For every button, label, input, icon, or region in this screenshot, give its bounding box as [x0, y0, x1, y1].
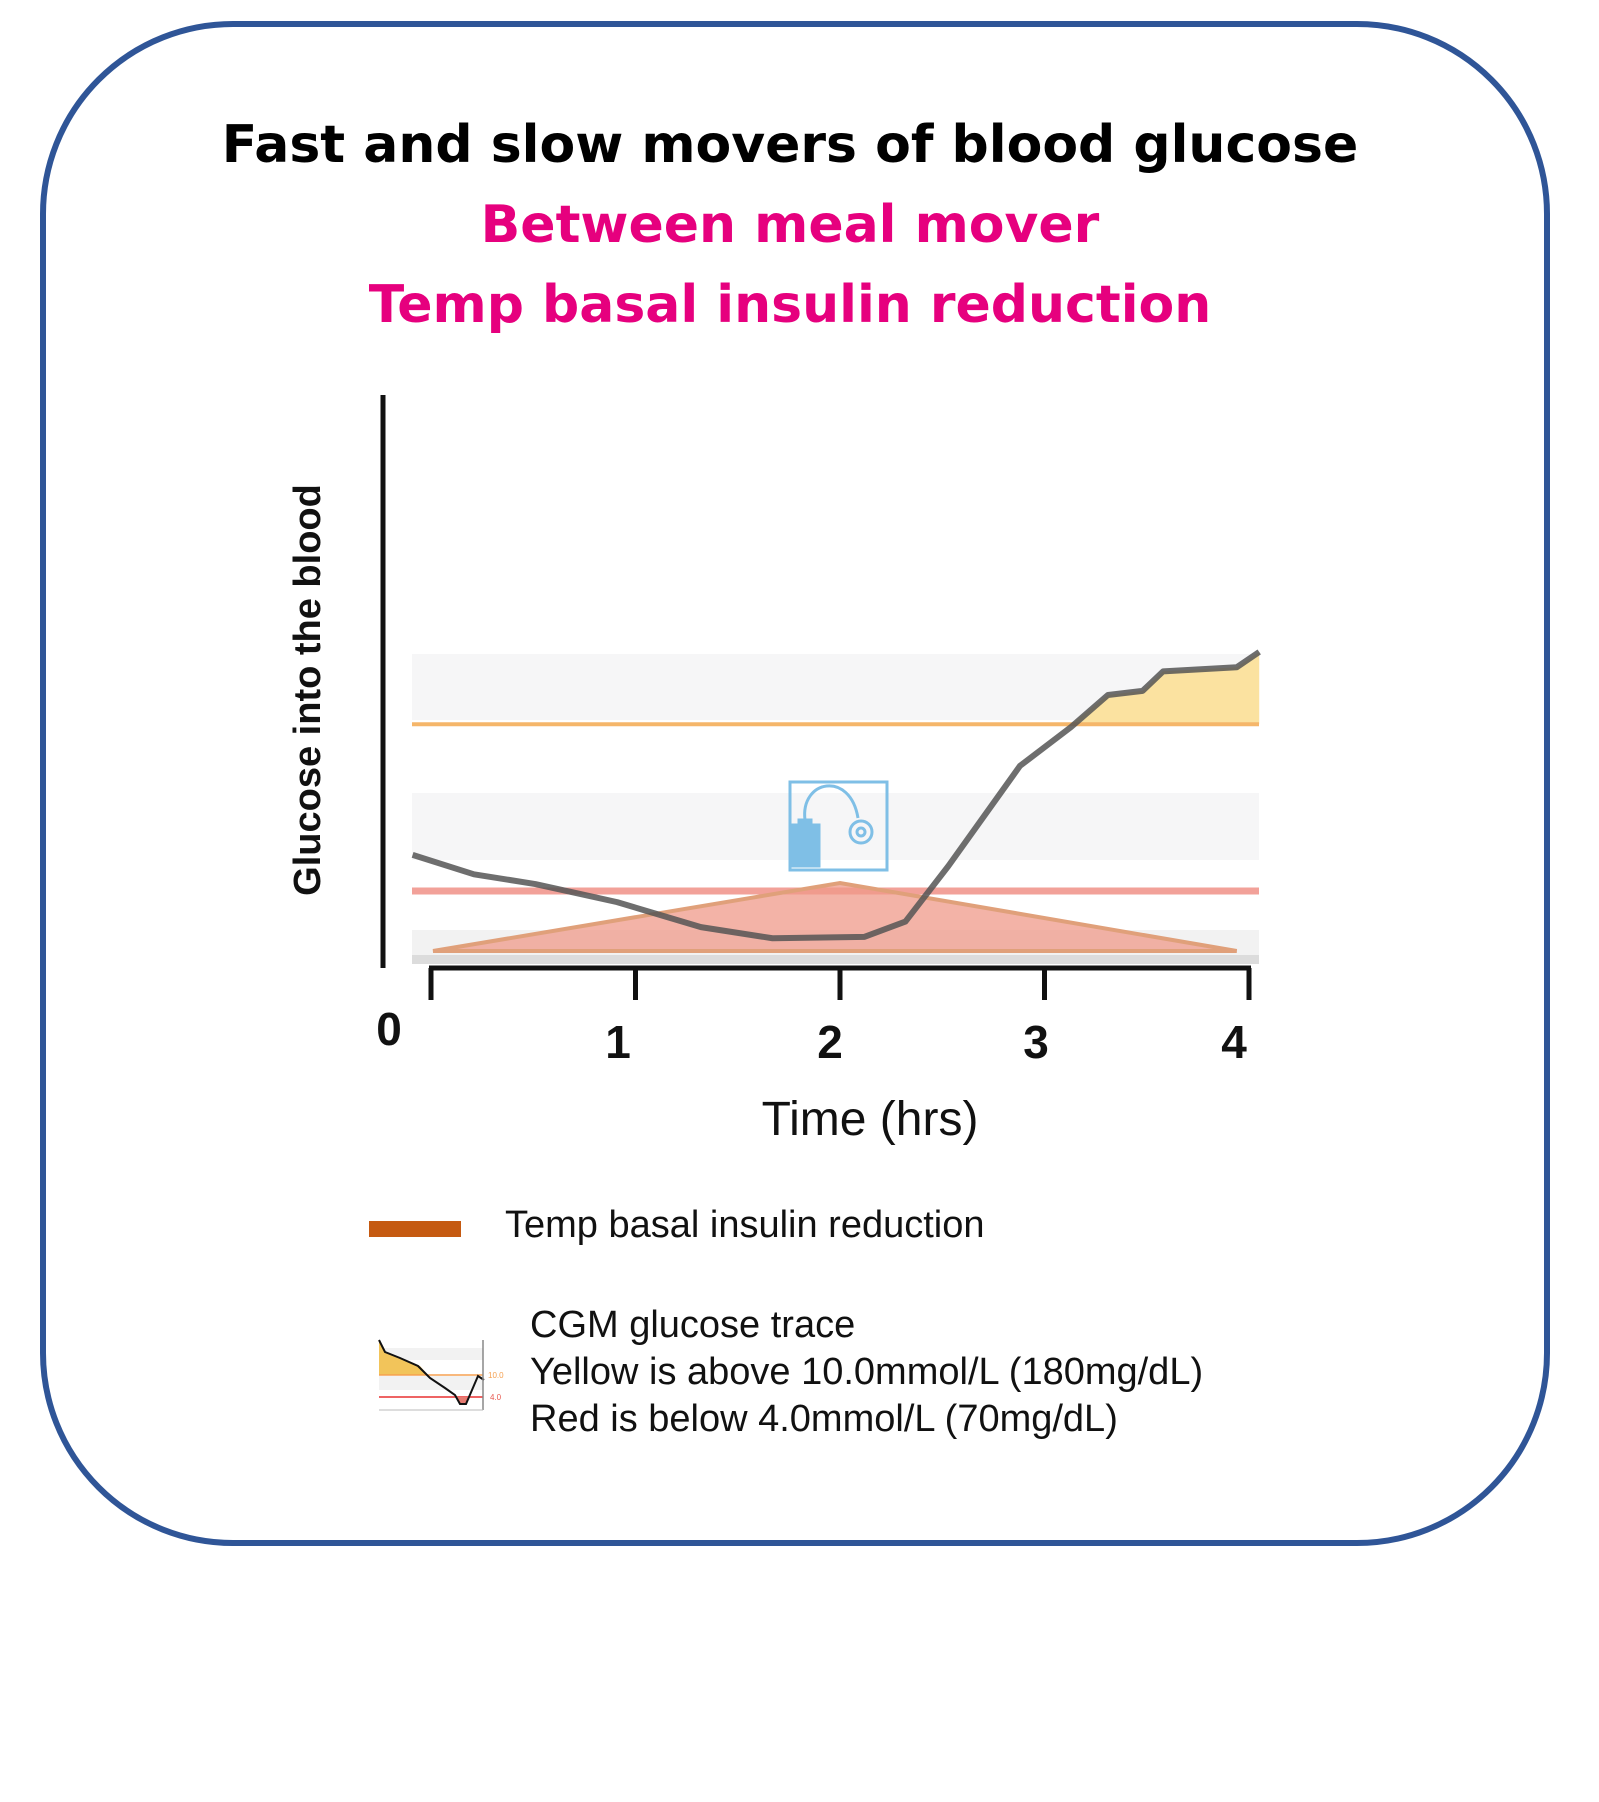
legend-swatch-temp-basal	[369, 1221, 461, 1237]
plot-floor	[412, 955, 1259, 964]
legend-cgm-line-3: Red is below 4.0mmol/L (70mg/dL)	[530, 1398, 1118, 1440]
x-ticks: 0 1 2 3 4	[376, 968, 1252, 1068]
svg-text:10.0: 10.0	[488, 1371, 504, 1380]
cgm-trace-thumbnail-icon: 10.0 4.0	[378, 1339, 504, 1411]
legend-label-temp-basal: Temp basal insulin reduction	[505, 1204, 985, 1246]
subtitle-2: Temp basal insulin reduction	[369, 275, 1212, 335]
temp-basal-reduction-triangle	[432, 880, 1238, 953]
x-tick-label-0: 0	[376, 1003, 402, 1055]
svg-text:4.0: 4.0	[490, 1393, 502, 1402]
legend-cgm-line-2: Yellow is above 10.0mmol/L (180mg/dL)	[530, 1351, 1203, 1393]
legend-cgm-line-1: CGM glucose trace	[530, 1304, 855, 1346]
plot-band	[412, 793, 1259, 860]
title: Fast and slow movers of blood glucose	[222, 115, 1358, 175]
x-axis-label: Time (hrs)	[762, 1093, 979, 1146]
cgm-glucose-trace	[411, 649, 1261, 942]
x-tick-label-1: 1	[605, 1016, 631, 1068]
x-tick-label-3: 3	[1023, 1016, 1049, 1068]
x-tick-label-2: 2	[817, 1016, 843, 1068]
insulin-pump-icon	[788, 780, 889, 872]
subtitle-1: Between meal mover	[481, 195, 1100, 255]
y-axis-label: Glucose into the blood	[287, 484, 329, 896]
chart-layer	[411, 649, 1261, 953]
x-tick-label-4: 4	[1221, 1016, 1247, 1068]
